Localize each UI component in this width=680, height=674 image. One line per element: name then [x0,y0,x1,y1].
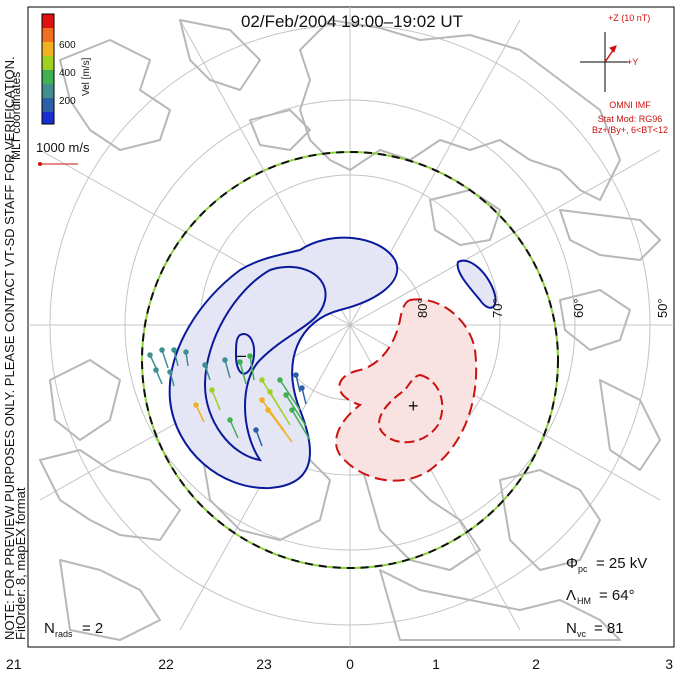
negative-core-contour [234,333,256,375]
stat-phi-pc: Φ pc = 25 kV [566,555,647,574]
stat-nrads: N rads = 2 [44,620,103,639]
stat-nvc: N vc = 81 [566,620,624,639]
lat-label-60: 60° [571,298,586,318]
negative-island-contour [456,259,497,309]
stat-model: Stat Mod: RG96 [598,114,663,124]
colorbar-tick-400: 400 [59,68,76,79]
preview-note: NOTE: FOR PREVIEW PURPOSES ONLY. PLEASE … [2,56,17,640]
coords-label: MLT coordinates [9,72,23,160]
imf-y-label: +Y [627,57,638,67]
lat-label-70: 70° [490,298,505,318]
mlt-tick-1: 1 [432,656,440,672]
positive-inner-contour [378,373,444,444]
imf-source: OMNI IMF [609,100,651,110]
svg-text:= 81: = 81 [594,620,624,637]
positive-potential-cell [335,298,478,482]
svg-text:rads: rads [55,629,73,639]
mlt-tick-21: 21 [6,656,22,672]
stat-bin: Bz+/By+, 6<BT<12 [592,125,668,135]
svg-text:N: N [566,620,577,637]
fit-info: FitOrder: 8, mapEX format [13,487,28,640]
positive-max-marker: + [408,396,419,416]
scale-vector-label: 1000 m/s [36,140,90,155]
scale-vector [38,162,78,166]
coastlines [39,19,661,641]
svg-text:HM: HM [577,596,591,606]
colorbar-tick-600: 600 [59,40,76,51]
negative-min-marker: – [236,345,246,365]
velocity-colorbar [41,13,55,125]
svg-text:= 2: = 2 [82,620,103,637]
svg-text:= 64°: = 64° [599,587,635,604]
negative-inner-contour [203,265,327,462]
mlt-tick-3: 3 [665,656,673,672]
lat-label-50: 50° [655,298,670,318]
negative-potential-cell [168,236,398,490]
velocity-vectors [147,347,311,447]
hm-boundary-dash [141,151,559,569]
mlt-tick-0: 0 [346,656,354,672]
svg-text:vc: vc [577,629,587,639]
imf-vector-arrow [604,45,617,63]
plot-frame [27,6,675,648]
svg-text:= 25 kV: = 25 kV [596,555,647,572]
svg-text:N: N [44,620,55,637]
stat-lambda-hm: Λ HM = 64° [566,587,635,606]
mlt-tick-22: 22 [158,656,174,672]
imf-z-label: +Z (10 nT) [608,13,650,23]
svg-text:pc: pc [578,564,588,574]
colorbar-label: Vel [m/s] [81,57,92,96]
mlt-tick-2: 2 [532,656,540,672]
svg-text:Φ: Φ [566,555,578,572]
lat-label-80: 80° [415,298,430,318]
map-title: 02/Feb/2004 19:00–19:02 UT [241,12,463,31]
svg-text:Λ: Λ [566,587,576,604]
mlt-tick-23: 23 [256,656,272,672]
colorbar-tick-200: 200 [59,96,76,107]
